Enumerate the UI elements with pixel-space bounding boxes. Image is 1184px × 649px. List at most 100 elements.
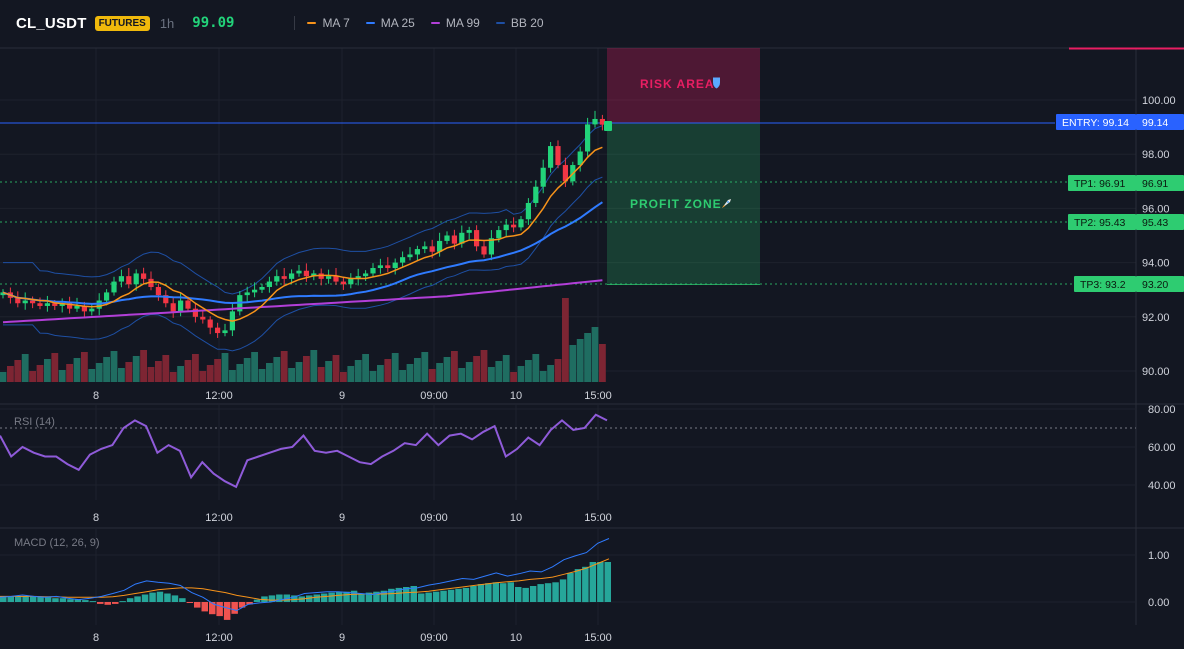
macd-histogram-bar — [604, 562, 611, 602]
profit-zone[interactable] — [607, 123, 760, 285]
macd-histogram-bar — [395, 587, 403, 602]
main-price-axis[interactable]: 100.00 98.00 96.00 94.00 92.00 90.00 — [1142, 95, 1176, 378]
time-tick-label: 15:00 — [584, 390, 612, 402]
macd-histogram-bar — [343, 591, 350, 602]
price-tick-label: 94.00 — [1142, 258, 1170, 270]
main-time-axis: 8 12:00 9 09:00 10 15:00 — [93, 390, 612, 402]
macd-histogram-bar — [320, 593, 328, 602]
candle-body — [496, 230, 502, 239]
volume-bar — [428, 369, 436, 382]
macd-panel: MACD (12, 26, 9) 1.00 0.00 8 12:00 9 09:00 10 15… — [0, 529, 1169, 644]
volume-bar — [591, 327, 599, 382]
volume-bar — [229, 370, 236, 382]
ma25-line — [2, 201, 603, 305]
volume-bar — [414, 358, 421, 382]
macd-histogram-bar — [179, 598, 186, 602]
candle-body — [363, 273, 369, 277]
time-tick-label: 8 — [93, 632, 99, 644]
candle-body — [466, 230, 472, 233]
volume-bar — [14, 360, 22, 382]
macd-histogram-bar — [156, 591, 164, 602]
volume-bar — [73, 358, 81, 382]
candle-body — [296, 270, 302, 274]
legend-item-bb20[interactable]: BB 20 — [495, 16, 544, 30]
volume-bar — [147, 367, 155, 382]
rocket-icon — [722, 199, 731, 208]
macd-histogram-bar — [492, 582, 500, 602]
time-tick-label: 09:00 — [420, 632, 448, 644]
macd-histogram-bar — [141, 594, 149, 602]
macd-histogram-bar — [186, 602, 194, 603]
volume-bar — [325, 361, 332, 382]
candle-body — [451, 235, 457, 244]
legend-item-ma99[interactable]: MA 99 — [430, 16, 480, 30]
tp1-tag — [1068, 175, 1136, 191]
volume-bar — [532, 354, 540, 382]
candle-body — [52, 303, 58, 306]
volume-bar — [317, 367, 325, 382]
rsi-tick-label: 60.00 — [1148, 442, 1176, 454]
legend-label: MA 25 — [380, 16, 415, 30]
shield-icon — [713, 77, 720, 89]
candle-body — [599, 118, 605, 125]
candle-body — [400, 257, 406, 263]
volume-bar — [251, 352, 258, 382]
macd-histogram-bar — [537, 584, 544, 602]
candle-body — [326, 276, 332, 279]
timeframe-label[interactable]: 1h — [159, 15, 175, 31]
ma7-line — [2, 146, 603, 322]
candle-body — [192, 308, 198, 317]
volume-bar — [525, 360, 532, 382]
legend-label: MA 99 — [445, 16, 480, 30]
risk-reward-zones[interactable]: RISK AREA PROFIT ZONE — [607, 48, 760, 285]
macd-histogram-bar — [201, 602, 208, 612]
last-price: 99.09 — [192, 15, 235, 31]
volume-bar — [310, 350, 318, 382]
macd-histogram-bar — [7, 596, 14, 602]
ma25-swatch — [365, 22, 375, 24]
volume-bar — [132, 356, 140, 382]
tp2-price-tag — [1136, 214, 1184, 230]
candle-body — [555, 146, 561, 166]
time-tick-label: 12:00 — [205, 390, 233, 402]
volume-bar — [199, 371, 207, 382]
macd-histogram-bar — [14, 596, 22, 602]
volume-bar — [110, 351, 118, 382]
macd-histogram-bar — [507, 582, 514, 602]
macd-histogram-bar — [67, 599, 74, 602]
macd-histogram-bar — [104, 602, 111, 605]
legend-item-ma25[interactable]: MA 25 — [365, 16, 415, 30]
macd-histogram-bar — [440, 590, 447, 602]
candle-body — [163, 295, 169, 304]
macd-histogram-bar — [582, 566, 589, 603]
chart-header: CL_USDT FUTURES 1h 99.09 MA 7 MA 25 MA 9… — [0, 0, 1184, 46]
volume-bar — [88, 369, 96, 382]
macd-histogram-bar — [82, 600, 89, 602]
symbol-label[interactable]: CL_USDT — [16, 14, 87, 32]
candle-body — [370, 268, 376, 274]
macd-histogram-bar — [253, 599, 261, 602]
candle-body — [244, 292, 250, 296]
legend-item-ma7[interactable]: MA 7 — [307, 16, 350, 30]
candle-body — [503, 224, 509, 231]
candle-body — [281, 276, 287, 279]
volume-bar — [576, 339, 584, 382]
level-tags: ENTRY: 99.14 99.14 TP1: 96.91 96.91 TP2: 95.… — [604, 114, 1184, 292]
candle-body — [333, 276, 339, 282]
candle-body — [377, 265, 383, 269]
candle-body — [533, 186, 539, 203]
macd-histogram-bar — [44, 597, 52, 602]
rsi-tick-label: 80.00 — [1148, 404, 1176, 416]
volume-bar — [44, 359, 51, 382]
time-tick-label: 12:00 — [205, 512, 233, 524]
tp2-tag-label: TP2: 95.43 — [1074, 217, 1126, 229]
risk-area[interactable] — [607, 48, 760, 123]
macd-histogram-bar — [276, 594, 283, 602]
candle-body — [252, 289, 258, 293]
volume-bar — [458, 368, 466, 382]
volume-bar — [495, 361, 503, 382]
candle-body — [274, 276, 280, 282]
bb-lower — [3, 176, 603, 352]
candle-body — [22, 300, 28, 304]
